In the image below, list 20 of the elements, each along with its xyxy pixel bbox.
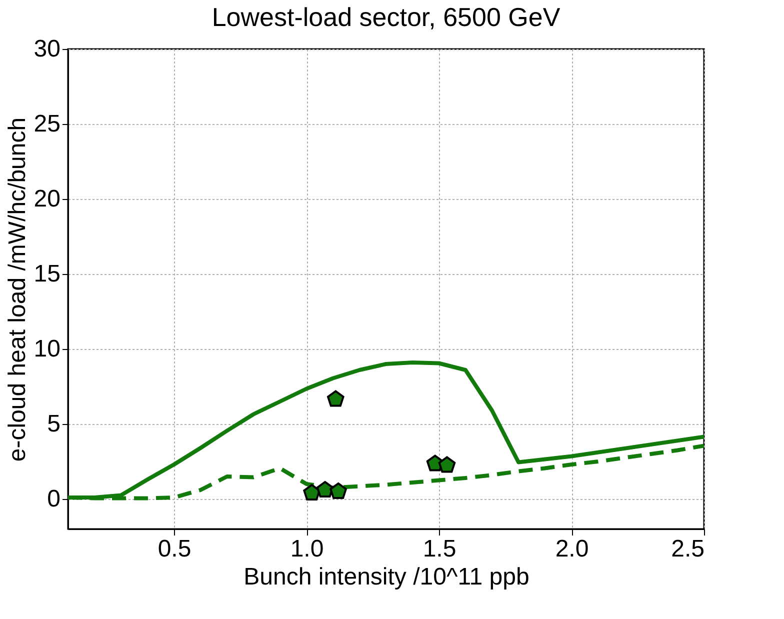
point (303, 484, 320, 501)
point (438, 456, 456, 473)
point (330, 482, 347, 500)
x-tick-label: 1.5 (422, 536, 456, 562)
y-tick-label: 15 (34, 260, 60, 288)
y-tick-label: 0 (47, 486, 60, 512)
y-tick-label: 5 (47, 410, 60, 438)
chart-title: Lowest-load sector, 6500 GeV (212, 2, 561, 32)
x-tick-label: 2.0 (555, 536, 589, 562)
y-tick-label: 30 (34, 36, 60, 62)
x-axis-title: Bunch intensity /10^11 ppb (244, 564, 530, 590)
y-tick-label: 25 (34, 110, 60, 138)
x-tick-label: 1.0 (290, 536, 324, 562)
point (316, 480, 334, 498)
y-axis-title: e-cloud heat load /mW/hc/bunch (4, 117, 31, 462)
y-tick-label: 10 (34, 336, 60, 362)
y-tick-label: 20 (34, 186, 60, 212)
x-tick-label: 0.5 (158, 536, 192, 562)
x-tick-label: 2.5 (671, 536, 704, 562)
point (326, 390, 344, 407)
